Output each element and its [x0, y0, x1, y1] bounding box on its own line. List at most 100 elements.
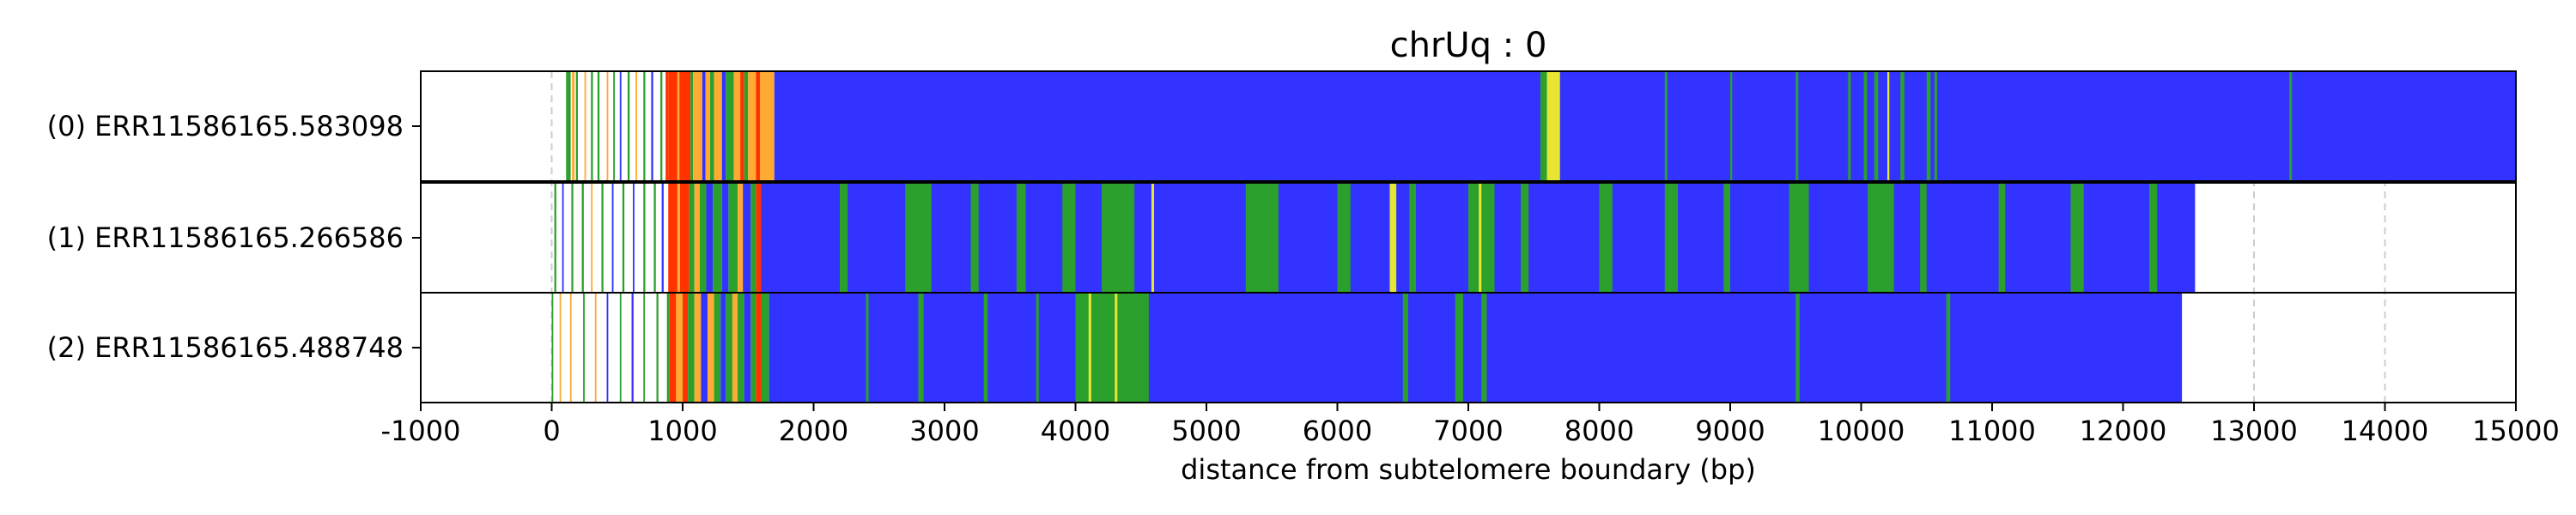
- read-segment: [575, 71, 578, 181]
- read-segment: [710, 71, 714, 181]
- x-tick-label: -1000: [381, 415, 461, 447]
- read-segment: [1540, 71, 1547, 181]
- read-segment: [1868, 183, 1894, 293]
- read-segment: [705, 71, 711, 181]
- read-segment: [1664, 183, 1678, 293]
- read-segment: [1245, 183, 1279, 293]
- read-segment: [728, 183, 738, 293]
- read-label: (0) ERR11586165.583098: [47, 110, 404, 142]
- read-segment: [748, 71, 756, 181]
- read-segment: [738, 293, 744, 403]
- read-segment: [643, 293, 646, 403]
- read-segment: [597, 71, 600, 181]
- read-segment: [694, 293, 702, 403]
- read-segment: [1075, 293, 1149, 403]
- read-segment: [1926, 71, 1931, 181]
- x-tick-label: 14000: [2342, 415, 2429, 447]
- read-segment: [679, 71, 691, 181]
- read-segment: [720, 293, 726, 403]
- read-segment: [840, 183, 848, 293]
- read-row: [551, 293, 2183, 403]
- read-segment: [1664, 71, 1668, 181]
- read-segment: [733, 71, 741, 181]
- read-segment: [1115, 293, 1118, 403]
- read-segment: [619, 293, 622, 403]
- read-segment: [1599, 183, 1613, 293]
- read-label: (1) ERR11586165.266586: [47, 221, 404, 254]
- read-segment: [721, 71, 726, 181]
- read-segment: [1455, 293, 1463, 403]
- read-segment: [970, 183, 979, 293]
- read-segment: [726, 71, 734, 181]
- read-row: [566, 71, 2516, 181]
- read-segment: [1546, 71, 1560, 181]
- read-segment: [551, 293, 554, 403]
- read-segment: [1102, 183, 1135, 293]
- x-tick-label: 1000: [647, 415, 717, 447]
- read-segment: [668, 183, 677, 293]
- read-segment: [1036, 293, 1039, 403]
- read-segment: [2070, 183, 2084, 293]
- read-segment: [721, 183, 729, 293]
- read-segment: [1521, 183, 1529, 293]
- read-segment: [566, 71, 571, 181]
- read-segment: [699, 183, 707, 293]
- read-segment: [569, 293, 572, 403]
- read-segment: [1920, 183, 1927, 293]
- read-segment: [631, 293, 634, 403]
- read-segment: [594, 293, 597, 403]
- read-segment: [706, 183, 714, 293]
- read-segment: [1337, 183, 1351, 293]
- read-segment: [677, 183, 680, 293]
- read-segment: [633, 183, 635, 293]
- read-segment: [562, 183, 564, 293]
- read-segment: [1151, 183, 1154, 293]
- x-tick-label: 4000: [1041, 415, 1110, 447]
- read-segment: [572, 71, 575, 181]
- chart-title: chrUq : 0: [1390, 26, 1547, 65]
- read-segment: [606, 293, 609, 403]
- read-segment: [866, 293, 869, 403]
- read-segment: [744, 293, 751, 403]
- read-segment: [693, 71, 702, 181]
- x-tick-label: 7000: [1433, 415, 1503, 447]
- read-segment: [983, 293, 988, 403]
- read-segment: [750, 293, 756, 403]
- read-segment: [1389, 183, 1397, 293]
- read-segment: [660, 71, 663, 181]
- read-label: (2) ERR11586165.488748: [47, 331, 404, 364]
- read-segment: [668, 71, 677, 181]
- read-segment: [726, 293, 732, 403]
- read-segment: [761, 293, 769, 403]
- read-segment: [676, 293, 683, 403]
- read-segment: [1479, 183, 1482, 293]
- read-segment: [1088, 293, 1091, 403]
- read-labels: (0) ERR11586165.583098 (1) ERR11586165.26…: [47, 110, 421, 364]
- read-segment: [1887, 71, 1890, 181]
- read-segment: [2289, 71, 2293, 181]
- read-segment: [627, 71, 630, 181]
- x-tick-label: 6000: [1303, 415, 1372, 447]
- read-segment: [679, 183, 690, 293]
- read-segment: [756, 71, 760, 181]
- read-segment: [584, 71, 586, 181]
- read-segment: [635, 71, 637, 181]
- read-segment: [759, 71, 775, 181]
- read-segment: [643, 71, 646, 181]
- read-segment: [738, 183, 744, 293]
- read-segment: [661, 183, 664, 293]
- x-tick-label: 5000: [1171, 415, 1241, 447]
- read-segment: [583, 293, 585, 403]
- read-segment: [714, 293, 721, 403]
- read-segment: [905, 183, 932, 293]
- x-axis-label: distance from subtelomere boundary (bp): [1181, 453, 1756, 486]
- read-segments: [551, 71, 2516, 403]
- read-segment: [1409, 183, 1416, 293]
- read-segment: [581, 183, 584, 293]
- read-segment: [669, 293, 677, 403]
- read-segment: [606, 71, 609, 181]
- read-segment: [769, 293, 2183, 403]
- read-segment: [1874, 71, 1879, 181]
- read-segment: [918, 293, 924, 403]
